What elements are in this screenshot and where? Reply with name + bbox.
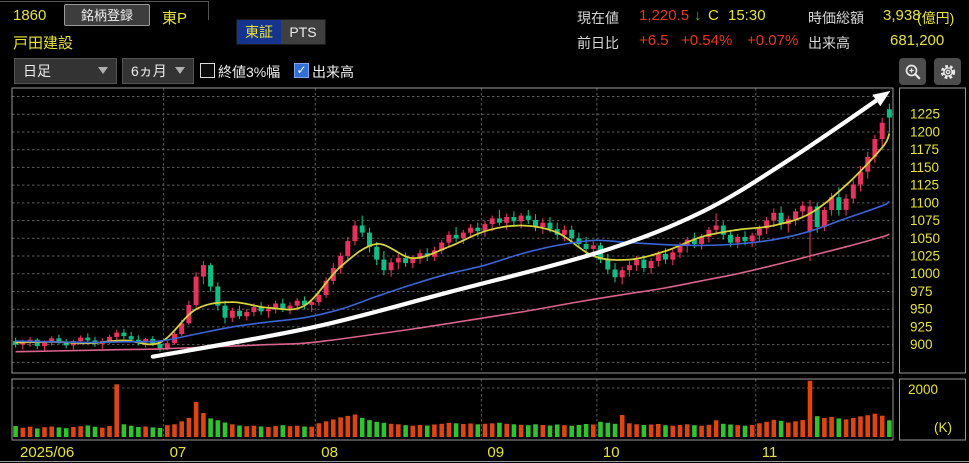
market-tabs: 東証 PTS <box>236 19 326 45</box>
svg-text:900: 900 <box>910 337 933 352</box>
period-select-value: 日足 <box>23 63 51 79</box>
svg-text:07: 07 <box>170 444 187 461</box>
volume-axis-unit: (K) <box>934 420 952 435</box>
stock-name: 戸田建設 <box>13 35 74 52</box>
svg-text:1125: 1125 <box>910 178 939 193</box>
turnover-label: 出来高 <box>808 35 850 51</box>
svg-text:10: 10 <box>603 444 620 461</box>
volume-bars <box>13 380 892 438</box>
svg-text:925: 925 <box>910 319 933 334</box>
market-cap-value: 3,938 <box>883 7 921 24</box>
svg-text:2025/06: 2025/06 <box>20 444 74 461</box>
stock-code: 1860 <box>13 7 47 24</box>
chevron-down-icon <box>175 67 185 74</box>
trendline <box>150 94 885 359</box>
ma-mid-line <box>15 200 890 344</box>
y-axis-labels: 900 925 950 975 1000 1025 1050 1075 1100 1125 1150… <box>910 107 940 352</box>
day-change-percent: +0.54% <box>681 32 733 49</box>
svg-text:1200: 1200 <box>910 125 940 140</box>
svg-text:1050: 1050 <box>910 231 940 246</box>
current-price-label: 現在値 <box>577 10 619 26</box>
header-frame <box>0 1 209 20</box>
svg-text:08: 08 <box>321 444 338 461</box>
price-volume-chart[interactable]: 900 925 950 975 1000 1025 1050 1075 1100 1125 1150… <box>0 85 969 463</box>
period-select[interactable]: 日足 <box>14 58 117 84</box>
volume-axis-max: 2000 <box>908 382 938 397</box>
tab-tosho[interactable]: 東証 <box>237 20 281 44</box>
turnover-value: 681,200 <box>890 32 945 49</box>
ma-long-line <box>15 233 890 353</box>
settings-button[interactable] <box>934 58 961 85</box>
volume-checkbox[interactable]: ✓ <box>294 63 309 78</box>
close3pct-checkbox[interactable] <box>200 63 215 78</box>
close3pct-checkbox-label: 終値3%幅 <box>218 64 281 80</box>
market-cap-unit: (億円) <box>917 10 955 26</box>
price-time: 15:30 <box>728 7 766 24</box>
x-axis-labels: 2025/06 07 08 09 10 11 <box>20 444 777 461</box>
svg-text:1175: 1175 <box>910 142 939 157</box>
current-price-value: 1,220.5 <box>639 7 690 24</box>
svg-text:09: 09 <box>487 444 504 461</box>
svg-text:1150: 1150 <box>910 160 939 175</box>
svg-text:1100: 1100 <box>910 195 939 210</box>
svg-text:11: 11 <box>762 444 778 461</box>
svg-text:1225: 1225 <box>910 107 940 122</box>
day-change-label: 前日比 <box>577 35 619 51</box>
range-select[interactable]: 6ヵ月 <box>122 58 194 84</box>
svg-text:1075: 1075 <box>910 213 940 228</box>
ma-short-line <box>15 132 891 346</box>
range-select-value: 6ヵ月 <box>131 63 167 79</box>
svg-text:1000: 1000 <box>910 266 940 281</box>
trendline-arrowhead-icon <box>872 90 891 107</box>
volume-checkbox-label: 出来高 <box>312 64 354 80</box>
day-change-percent2: +0.07% <box>747 32 799 49</box>
zoom-button[interactable] <box>899 58 926 85</box>
market-cap-label: 時価総額 <box>808 10 864 26</box>
gear-icon <box>940 64 955 79</box>
svg-text:1025: 1025 <box>910 249 940 264</box>
register-stock-button[interactable]: 銘柄登録 <box>64 4 150 26</box>
day-change-value: +6.5 <box>639 32 669 49</box>
chevron-down-icon <box>98 67 108 74</box>
svg-text:975: 975 <box>910 284 933 299</box>
close-flag: C <box>708 7 719 24</box>
tab-pts[interactable]: PTS <box>281 20 325 44</box>
price-down-arrow-icon: ↓ <box>694 7 702 24</box>
magnifier-icon <box>905 64 920 79</box>
svg-text:950: 950 <box>910 302 933 317</box>
market-segment: 東P <box>162 10 188 27</box>
